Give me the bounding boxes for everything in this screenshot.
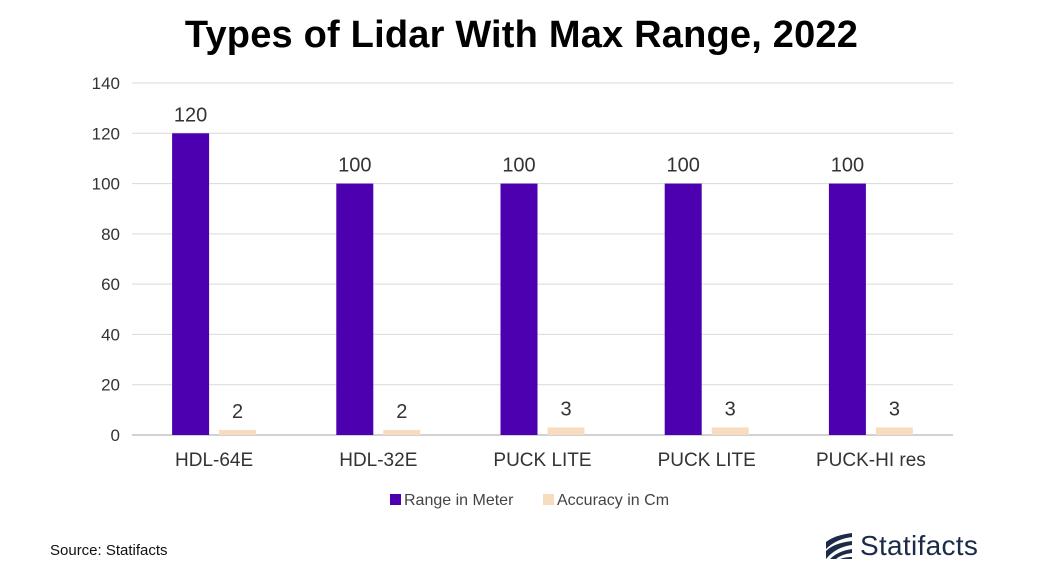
bar-accuracy [547, 427, 585, 435]
x-tick-label: PUCK LITE [658, 450, 756, 471]
bar-range [828, 183, 866, 435]
y-tick-label: 120 [92, 124, 120, 143]
data-label: 100 [667, 155, 700, 177]
bar-accuracy [383, 429, 421, 435]
data-label: 3 [560, 398, 571, 420]
bar-range [500, 183, 538, 435]
y-tick-label: 140 [92, 74, 120, 93]
bar-range [172, 133, 210, 436]
data-label: 100 [338, 155, 371, 177]
legend: Range in Meter Accuracy in Cm [390, 492, 669, 509]
data-label: 3 [725, 398, 736, 420]
legend-label-accuracy: Accuracy in Cm [557, 492, 669, 509]
bars [172, 133, 913, 436]
x-tick-label: PUCK-HI res [816, 450, 926, 471]
data-label: 2 [396, 401, 407, 423]
source-note: Source: Statifacts [50, 542, 168, 559]
bar-accuracy [711, 427, 749, 435]
data-labels: 120 2 100 2 100 3 100 3 100 3 [174, 104, 900, 423]
y-tick-label: 100 [92, 175, 120, 194]
y-tick-label: 60 [101, 275, 120, 294]
x-axis-ticks: HDL-64E HDL-32E PUCK LITE PUCK LITE PUCK-HI … [175, 450, 926, 471]
y-axis-ticks: 0 20 40 60 80 100 120 140 [92, 74, 120, 445]
brand-logo: Statifacts [824, 528, 978, 564]
legend-swatch-range [390, 494, 401, 505]
y-tick-label: 20 [101, 376, 120, 395]
brand-name: Statifacts [860, 530, 979, 561]
data-label: 100 [831, 155, 864, 177]
statifacts-logo-icon [824, 531, 854, 561]
x-tick-label: HDL-64E [175, 450, 253, 471]
y-tick-label: 80 [101, 225, 120, 244]
gridlines [132, 82, 953, 436]
y-tick-label: 0 [111, 426, 120, 445]
data-label: 3 [889, 398, 900, 420]
chart-title: Types of Lidar With Max Range, 2022 [184, 14, 859, 56]
bar-range [664, 183, 702, 435]
legend-label-range: Range in Meter [404, 492, 514, 509]
bar-range [336, 183, 374, 435]
data-label: 100 [502, 155, 535, 177]
bar-accuracy [875, 427, 913, 435]
bar-accuracy [219, 429, 257, 435]
x-tick-label: PUCK LITE [493, 450, 591, 471]
data-label: 120 [174, 104, 207, 126]
legend-swatch-accuracy [543, 494, 554, 505]
data-label: 2 [232, 401, 243, 423]
y-tick-label: 40 [101, 325, 120, 344]
x-tick-label: HDL-32E [339, 450, 417, 471]
